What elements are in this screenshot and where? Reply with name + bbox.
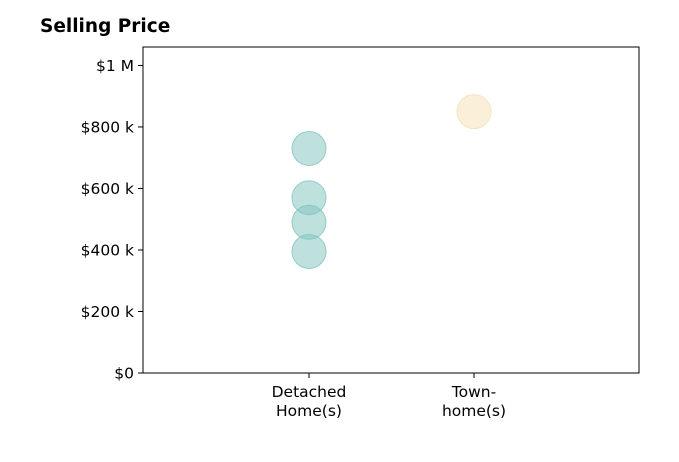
data-point xyxy=(291,130,327,166)
plot-frame xyxy=(142,46,640,374)
x-tick-label: Town-home(s) xyxy=(442,383,506,420)
y-tick-label: $400 k xyxy=(81,241,134,259)
data-point xyxy=(291,234,327,270)
data-point xyxy=(456,94,492,130)
y-tick-label: $200 k xyxy=(81,303,134,321)
y-tick-label: $600 k xyxy=(81,180,134,198)
y-tick-label: $1 M xyxy=(96,57,134,75)
axes-layer: $0 $200 k $400 k $600 k $800 k $1 M Detached Ho… xyxy=(81,46,640,420)
points-layer xyxy=(291,94,492,270)
chart-title: Selling Price xyxy=(40,16,171,37)
x-tick-label: Detached Home(s) xyxy=(272,383,347,420)
y-tick-label: $0 xyxy=(114,365,134,383)
y-tick-label: $800 k xyxy=(81,118,134,136)
